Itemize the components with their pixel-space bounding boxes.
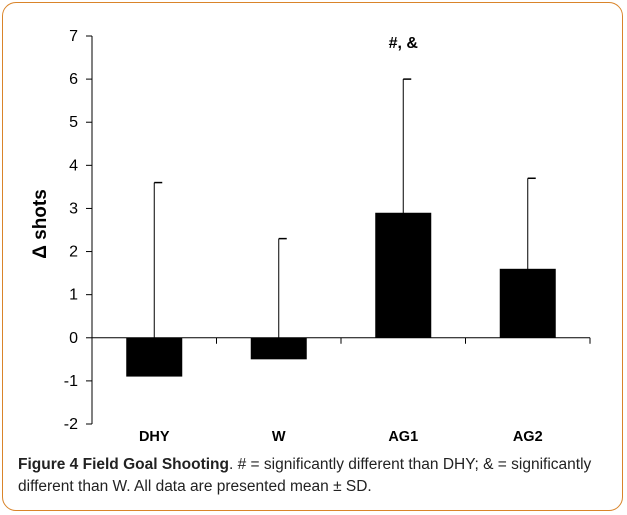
y-tick-label: 5 — [69, 114, 78, 131]
category-label-ag2: AG2 — [513, 429, 543, 445]
bar-dhy — [126, 337, 183, 377]
caption-title: Figure 4 Field Goal Shooting — [18, 456, 229, 473]
caption-text: . # = significantly different than DHY; … — [18, 456, 592, 495]
figure-caption: Figure 4 Field Goal Shooting. # = signif… — [18, 454, 618, 498]
y-tick-label: -2 — [64, 416, 78, 433]
bar-chart: 7 6 5 4 3 2 1 0 -1 -2 DHY W AG1 AG2 Δ shots #, & — [30, 28, 591, 445]
bar-w — [250, 337, 307, 360]
y-tick-label: -1 — [64, 373, 78, 390]
y-tick-label: 3 — [69, 200, 78, 217]
figure-frame — [2, 2, 623, 511]
category-label-dhy: DHY — [139, 429, 170, 445]
y-tick-label: 4 — [69, 157, 78, 174]
category-label-w: W — [272, 429, 286, 445]
category-label-ag1: AG1 — [388, 429, 418, 445]
significance-annotation: #, & — [389, 35, 419, 52]
y-tick-label: 0 — [69, 330, 78, 347]
chart-marks: DHY W AG1 AG2 — [126, 78, 556, 445]
y-tick-label: 1 — [69, 287, 78, 304]
y-tick-label: 2 — [69, 244, 78, 261]
y-tick-label: 7 — [69, 28, 78, 45]
y-axis-label: Δ shots — [30, 189, 51, 259]
y-tick-label: 6 — [69, 71, 78, 88]
